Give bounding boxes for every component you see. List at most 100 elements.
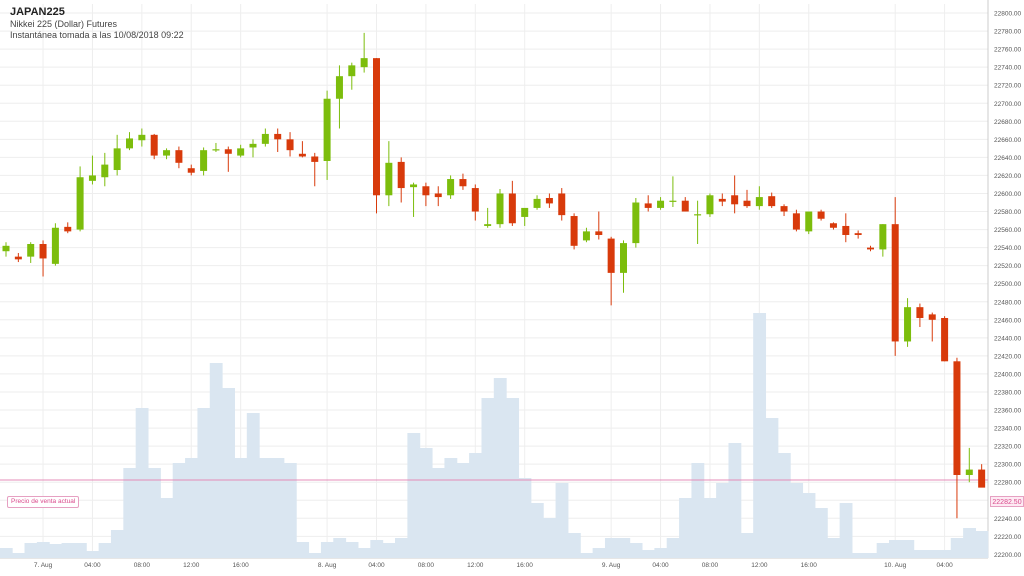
candle xyxy=(27,242,35,263)
x-tick-label: 16:00 xyxy=(233,562,250,569)
volume-bar xyxy=(296,542,310,558)
candle-body xyxy=(101,164,109,178)
volume-bar xyxy=(567,533,581,558)
candle-body xyxy=(928,314,936,320)
candle xyxy=(64,222,72,234)
candle xyxy=(545,193,553,208)
candle xyxy=(632,197,640,248)
candle-body xyxy=(533,198,541,208)
candle xyxy=(953,357,961,519)
volume-bar xyxy=(963,528,976,558)
candle-body xyxy=(187,168,195,173)
candle-body xyxy=(607,238,615,273)
candle xyxy=(965,447,973,483)
candle xyxy=(274,128,282,152)
volume-bar xyxy=(481,398,495,558)
candle-body xyxy=(595,231,603,235)
candle-body xyxy=(459,179,467,187)
candle xyxy=(224,146,232,172)
volume-bar xyxy=(86,551,100,558)
volume-bar xyxy=(802,493,816,558)
candle xyxy=(187,164,195,176)
candle xyxy=(113,134,121,176)
volume-bar xyxy=(913,550,927,558)
candle xyxy=(373,58,380,214)
volume-bar xyxy=(308,553,322,558)
volume-bar xyxy=(432,468,445,558)
candle-body xyxy=(76,177,84,230)
candle-body xyxy=(829,223,837,228)
x-tick-label: 12:00 xyxy=(183,562,200,569)
volume-bar xyxy=(36,542,50,558)
candle xyxy=(607,236,615,306)
x-tick-label: 16:00 xyxy=(517,562,534,569)
x-tick-label: 12:00 xyxy=(751,562,768,569)
candle xyxy=(422,182,430,207)
volume-bar xyxy=(753,313,767,558)
candle xyxy=(805,211,813,235)
candle xyxy=(582,227,590,243)
candle-body xyxy=(335,76,343,99)
volume-bar xyxy=(518,478,532,558)
candle-body xyxy=(163,150,171,156)
volume-bar xyxy=(234,458,248,558)
candle-body xyxy=(657,200,665,208)
volume-bar xyxy=(950,538,964,558)
volume-bar xyxy=(703,498,717,558)
candle-body xyxy=(64,226,72,232)
volume-bar xyxy=(617,538,631,558)
volume-bar xyxy=(333,538,347,558)
candle-body xyxy=(311,156,319,162)
candle-body xyxy=(447,179,455,196)
x-tick-label: 04:00 xyxy=(84,562,101,569)
candle-body xyxy=(953,361,961,475)
candle-body xyxy=(200,150,208,171)
volume-bar xyxy=(110,530,124,558)
y-tick-label: 22660.00 xyxy=(994,137,1021,144)
volume-bar xyxy=(382,543,396,558)
candle xyxy=(410,182,418,217)
candle xyxy=(681,197,689,212)
x-tick-label: 12:00 xyxy=(467,562,484,569)
volume-bar xyxy=(679,498,692,558)
candle-body xyxy=(150,134,158,156)
candle xyxy=(175,146,183,169)
candle-body xyxy=(891,224,899,342)
candle xyxy=(842,213,850,243)
y-tick-label: 22780.00 xyxy=(994,29,1021,36)
volume-bar xyxy=(222,388,235,558)
volume-bar xyxy=(49,544,63,558)
candle xyxy=(14,253,22,263)
y-tick-label: 22720.00 xyxy=(994,83,1021,90)
volume-bar xyxy=(73,543,87,558)
candle-body xyxy=(941,317,949,362)
candle-body xyxy=(867,247,874,250)
y-tick-label: 22480.00 xyxy=(994,299,1021,306)
volume-bar xyxy=(814,508,828,558)
candle-body xyxy=(978,469,986,488)
volume-bar xyxy=(357,548,371,558)
candle xyxy=(879,224,887,257)
candle xyxy=(768,192,776,208)
volume-bar xyxy=(580,553,594,558)
candle xyxy=(200,147,208,176)
volume-bar xyxy=(444,458,458,558)
candle-body xyxy=(434,193,442,198)
volume-bar xyxy=(827,538,841,558)
y-tick-label: 22800.00 xyxy=(994,11,1021,18)
candle-body xyxy=(681,200,689,212)
volume-bar xyxy=(765,418,779,558)
candle-body xyxy=(212,149,220,151)
volume-bar xyxy=(197,408,211,558)
candle-body xyxy=(904,307,912,342)
candle xyxy=(126,132,133,151)
candle xyxy=(360,32,368,73)
volume-bar xyxy=(209,363,223,558)
volume-bar xyxy=(12,553,26,558)
candle xyxy=(249,139,257,158)
volume-bar xyxy=(395,538,408,558)
volume-bar xyxy=(160,498,174,558)
volume-bar xyxy=(506,398,520,558)
y-tick-label: 22700.00 xyxy=(994,101,1021,108)
